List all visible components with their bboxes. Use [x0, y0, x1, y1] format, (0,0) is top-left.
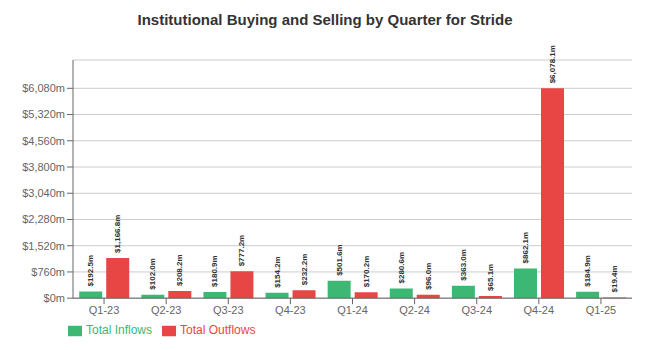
svg-text:$6,080m: $6,080m: [22, 82, 65, 94]
svg-text:$501.6m: $501.6m: [335, 244, 344, 276]
svg-text:$363.0m: $363.0m: [459, 249, 468, 281]
svg-text:$96.0m: $96.0m: [424, 263, 433, 290]
svg-text:Q2-24: Q2-24: [399, 304, 430, 316]
svg-text:$154.2m: $154.2m: [273, 256, 282, 288]
svg-text:Q4-24: Q4-24: [524, 304, 555, 316]
svg-text:$180.9m: $180.9m: [210, 255, 219, 287]
svg-text:$232.2m: $232.2m: [300, 254, 309, 286]
html-text:Total Inflows: Total Inflows: [86, 323, 152, 338]
svg-text:Q3-23: Q3-23: [213, 304, 244, 316]
svg-text:Q3-24: Q3-24: [461, 304, 492, 316]
svg-text:$65.1m: $65.1m: [486, 264, 495, 291]
svg-text:$2,280m: $2,280m: [22, 213, 65, 225]
svg-text:$1,166.8m: $1,166.8m: [113, 215, 122, 253]
html-text:Institutional Buying and Selli: Institutional Buying and Selling by Quar…: [137, 11, 513, 28]
svg-text:$184.9m: $184.9m: [583, 255, 592, 287]
svg-text:$760m: $760m: [31, 266, 65, 278]
svg-text:$3,040m: $3,040m: [22, 187, 65, 199]
svg-text:$280.6m: $280.6m: [397, 252, 406, 284]
svg-text:$192.5m: $192.5m: [86, 255, 95, 287]
svg-text:$777.2m: $777.2m: [237, 235, 246, 267]
html-text:Total Outflows: Total Outflows: [180, 323, 256, 338]
svg-text:Q2-23: Q2-23: [151, 304, 182, 316]
svg-text:$208.2m: $208.2m: [175, 254, 184, 286]
svg-text:$6,078.1m: $6,078.1m: [548, 45, 557, 83]
svg-text:$3,800m: $3,800m: [22, 161, 65, 173]
svg-text:Q1-23: Q1-23: [89, 304, 120, 316]
svg-text:Q1-25: Q1-25: [586, 304, 617, 316]
svg-text:$0m: $0m: [44, 292, 65, 304]
svg-text:$4,560m: $4,560m: [22, 135, 65, 147]
svg-text:Q4-23: Q4-23: [275, 304, 306, 316]
svg-text:$862.1m: $862.1m: [521, 232, 530, 264]
svg-text:$1,520m: $1,520m: [22, 240, 65, 252]
svg-text:$19.4m: $19.4m: [610, 265, 619, 292]
svg-text:$170.2m: $170.2m: [362, 256, 371, 288]
svg-text:$102.0m: $102.0m: [148, 258, 157, 290]
svg-text:$5,320m: $5,320m: [22, 108, 65, 120]
svg-text:Q1-24: Q1-24: [337, 304, 368, 316]
